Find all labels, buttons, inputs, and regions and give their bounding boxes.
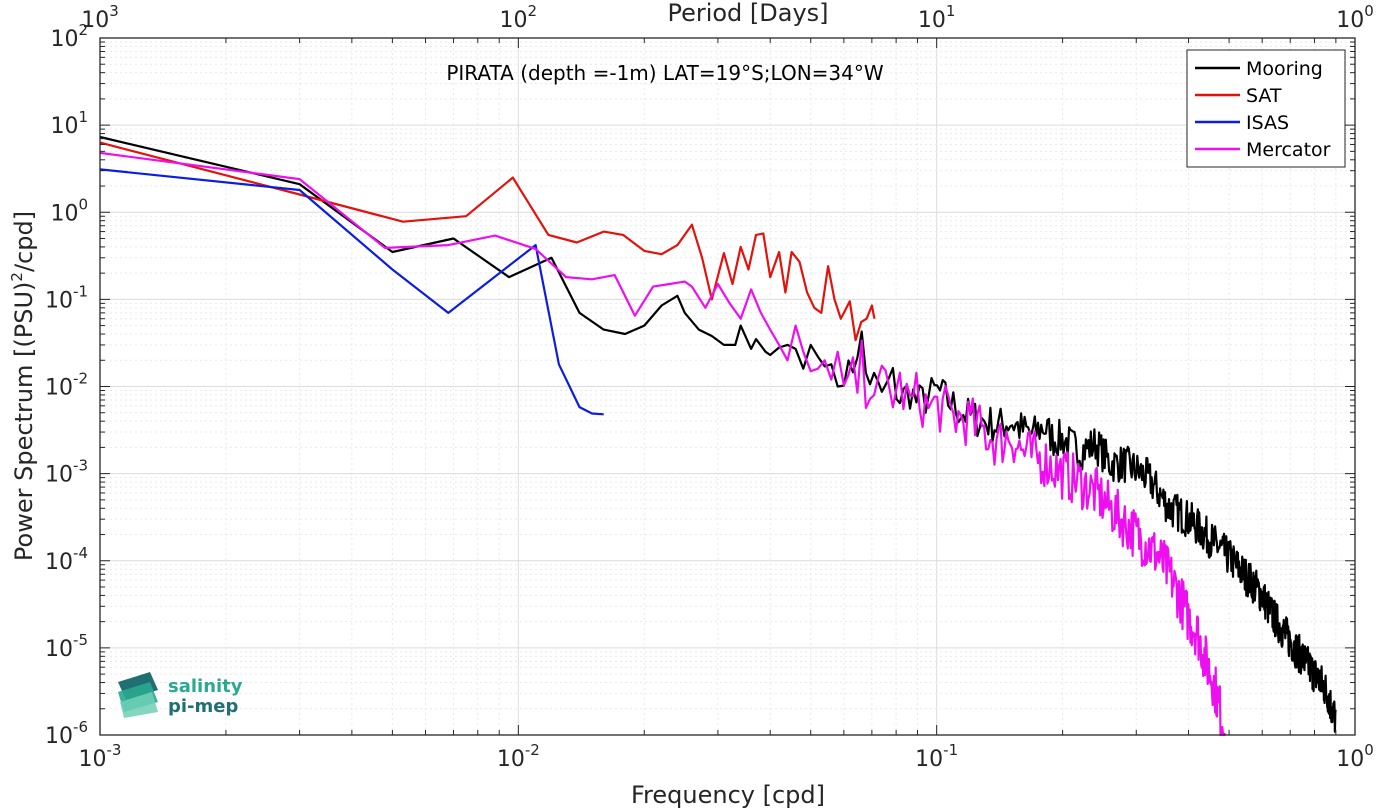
series-line-mooring — [99, 135, 1337, 733]
legend-label-mooring: Mooring — [1246, 58, 1323, 80]
x2-tick-label: 102 — [500, 2, 538, 33]
legend-label-mercator: Mercator — [1246, 139, 1331, 161]
legend-label-isas: ISAS — [1246, 112, 1289, 134]
series-layer — [99, 135, 1337, 737]
x-tick-label: 10-1 — [915, 741, 958, 772]
x2-tick-label: 100 — [1336, 2, 1374, 33]
y-tick-label: 10-1 — [45, 282, 88, 313]
legend-label-sat: SAT — [1246, 85, 1282, 107]
series-line-sat — [99, 141, 876, 342]
y-tick-label: 101 — [50, 108, 88, 139]
y-tick-label: 10-2 — [45, 370, 88, 401]
y-tick-label: 10-6 — [45, 718, 88, 749]
legend: Mooring SAT ISAS Mercator — [1186, 49, 1346, 168]
x-tick-label: 10-2 — [497, 741, 540, 772]
y-tick-label: 102 — [50, 21, 88, 52]
grid-lines — [99, 38, 1355, 736]
x-tick-label: 100 — [1336, 741, 1374, 772]
x2-axis-title: Period [Days] — [667, 0, 828, 27]
x2-tick-label: 103 — [81, 2, 119, 33]
y-tick-label: 100 — [50, 195, 88, 226]
series-line-mercator — [99, 151, 1227, 737]
y-tick-label: 10-4 — [45, 544, 88, 575]
logo-text-line2: pi-mep — [168, 696, 238, 717]
chart-title: PIRATA (depth =-1m) LAT=19°S;LON=34°W — [446, 61, 884, 85]
axis-ticks — [99, 38, 1355, 736]
legend-box — [1186, 49, 1346, 168]
y-axis-title: Power Spectrum [(PSU)2/cpd] — [8, 211, 38, 561]
y-tick-label: 10-3 — [45, 457, 88, 488]
y-tick-label: 10-5 — [45, 631, 88, 662]
logo-text-line1: salinity — [168, 676, 243, 697]
salinity-pi-mep-logo: salinity pi-mep — [118, 672, 243, 718]
series-line-isas — [99, 168, 604, 416]
x-axis-title: Frequency [cpd] — [631, 781, 825, 809]
x2-tick-label: 101 — [918, 2, 956, 33]
x-tick-label: 10-3 — [79, 741, 122, 772]
